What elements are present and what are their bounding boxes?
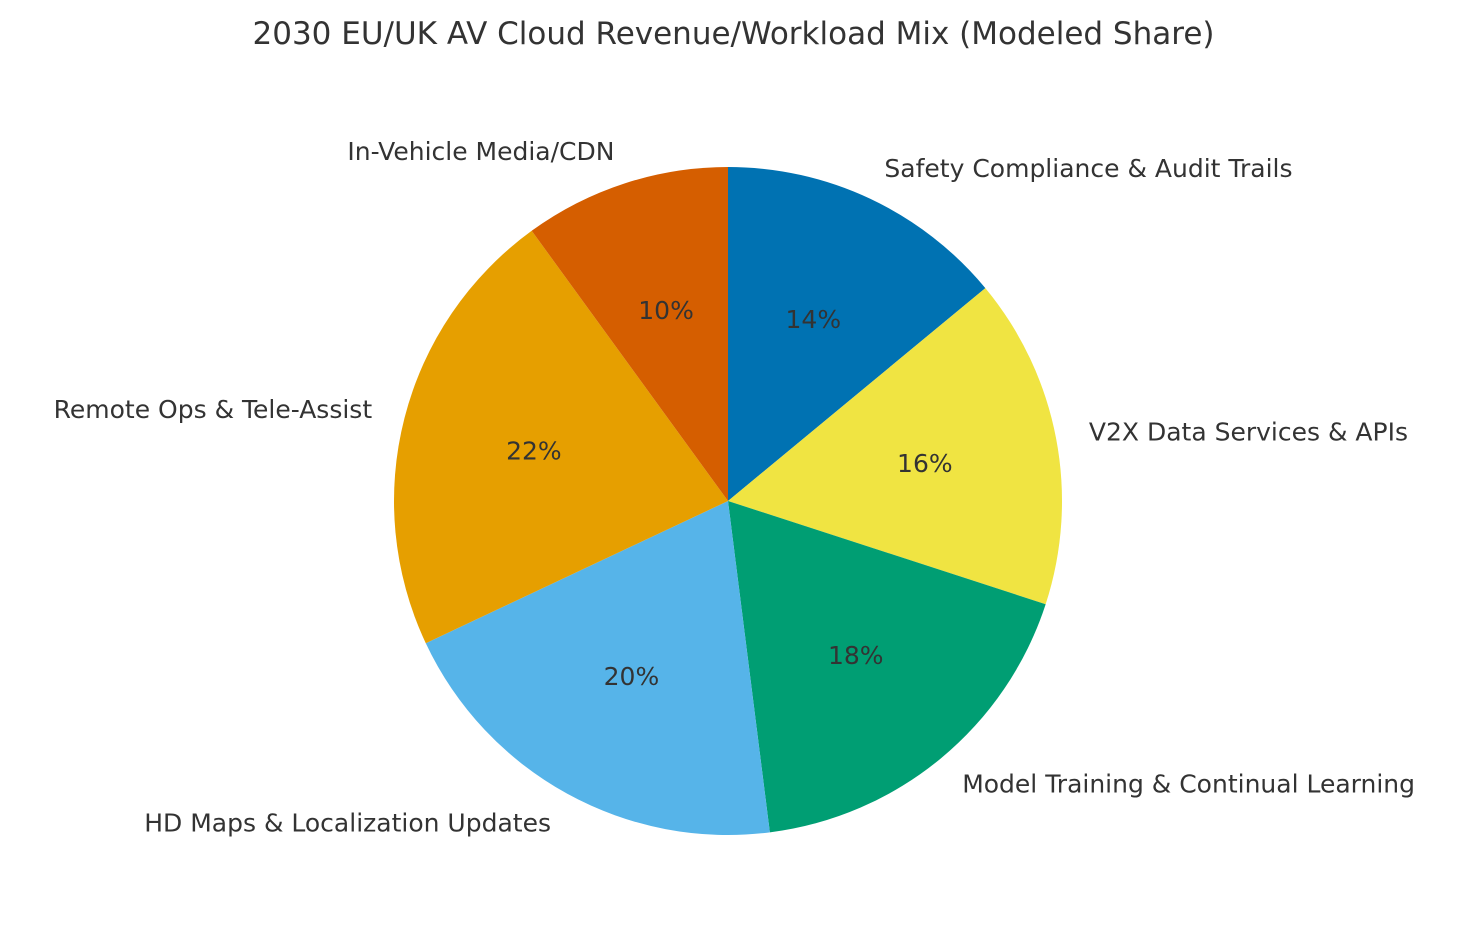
- chart-title: 2030 EU/UK AV Cloud Revenue/Workload Mix…: [252, 16, 1215, 52]
- percent-labels-layer: 14% 16% 18% 20% 22% 10%: [506, 296, 953, 691]
- pie-slice-model-training-continual-learning: [728, 501, 1046, 833]
- pie-slice-remote-ops-tele-assist: [394, 230, 728, 644]
- slice-label-v2x-data-services-apis: V2X Data Services & APIs: [1089, 418, 1408, 447]
- slices-layer: [394, 167, 1062, 836]
- percent-label-model-training-continual-learning: 18%: [828, 641, 884, 670]
- percent-label-hd-maps-localization-updates: 20%: [604, 662, 660, 691]
- slice-label-safety-compliance-audit-trails: Safety Compliance & Audit Trails: [884, 154, 1292, 183]
- percent-label-v2x-data-services-apis: 16%: [897, 449, 953, 478]
- percent-label-in-vehicle-media-cdn: 10%: [638, 296, 694, 325]
- percent-label-remote-ops-tele-assist: 22%: [506, 437, 562, 466]
- pie-slice-in-vehicle-media-cdn: [531, 167, 728, 501]
- pie-slice-hd-maps-localization-updates: [425, 501, 770, 836]
- category-labels-layer: Safety Compliance & Audit Trails V2X Data…: [54, 137, 1415, 837]
- slice-label-model-training-continual-learning: Model Training & Continual Learning: [962, 770, 1415, 799]
- pie-slice-v2x-data-services-apis: [728, 288, 1062, 605]
- slice-label-hd-maps-localization-updates: HD Maps & Localization Updates: [144, 808, 551, 837]
- percent-label-safety-compliance-audit-trails: 14%: [786, 305, 842, 334]
- slice-label-in-vehicle-media-cdn: In-Vehicle Media/CDN: [347, 137, 614, 166]
- slice-label-remote-ops-tele-assist: Remote Ops & Tele-Assist: [54, 395, 373, 424]
- pie-slice-safety-compliance-audit-trails: [728, 167, 986, 501]
